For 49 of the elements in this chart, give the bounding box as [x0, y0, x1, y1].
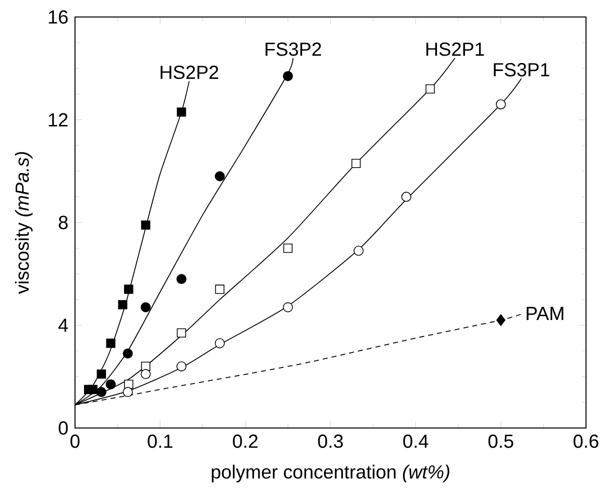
- point: [283, 244, 293, 253]
- point: [141, 220, 150, 230]
- point: [88, 384, 98, 394]
- point: [351, 158, 361, 168]
- point: [96, 369, 106, 379]
- x-tick-label: 0.2: [232, 434, 258, 448]
- point: [122, 387, 133, 398]
- point: [176, 361, 186, 372]
- point: [140, 369, 151, 380]
- point: [401, 192, 412, 202]
- point: [106, 379, 116, 390]
- y-tick-label: 0: [58, 421, 68, 435]
- point: [282, 302, 293, 312]
- x-tick-label: 0.3: [318, 434, 343, 448]
- point: [214, 171, 225, 182]
- point: [118, 300, 128, 310]
- point: [354, 246, 364, 256]
- point: [426, 84, 435, 94]
- x-axis-title: polymer concentration (wt%): [212, 464, 450, 482]
- point: [122, 348, 133, 359]
- x-tick-label: 0.4: [403, 434, 428, 448]
- point: [96, 387, 106, 398]
- x-tick-label: 0.5: [488, 434, 514, 448]
- point: [141, 362, 150, 371]
- y-axis-title: viscosity (mPa.s): [14, 152, 33, 294]
- point: [106, 338, 116, 348]
- point: [496, 314, 506, 326]
- y-tick-label: 8: [58, 216, 68, 230]
- x-tick-label: 0.1: [148, 434, 172, 448]
- series-label: PAM: [526, 306, 564, 320]
- point: [124, 284, 134, 294]
- series-label: HS2P1: [426, 42, 484, 56]
- y-tick-label: 16: [48, 10, 68, 24]
- point: [176, 328, 186, 338]
- x-tick-label: 0.6: [574, 434, 598, 448]
- series-label: FS3P2: [266, 42, 322, 56]
- point: [496, 99, 506, 110]
- point: [124, 380, 134, 389]
- point: [176, 274, 186, 284]
- point: [214, 338, 225, 348]
- y-tick-label: 4: [58, 318, 68, 332]
- y-tick-label: 12: [48, 113, 68, 126]
- series-label: FS3P1: [494, 63, 550, 76]
- series-label: HS2P2: [160, 66, 218, 80]
- point: [282, 71, 293, 82]
- point: [140, 302, 151, 312]
- point: [215, 284, 224, 294]
- point: [176, 107, 186, 117]
- x-tick-label: 0: [70, 434, 80, 448]
